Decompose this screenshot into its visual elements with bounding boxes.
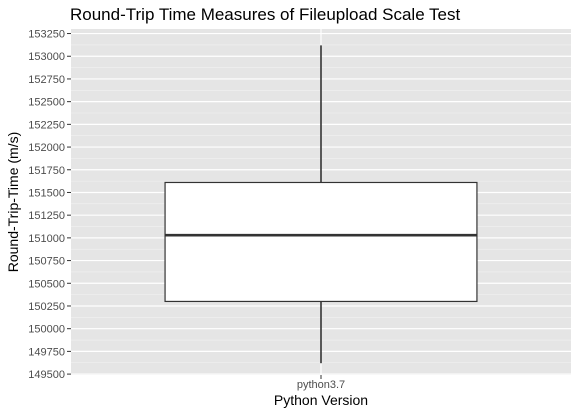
y-tick-label: 152750	[28, 74, 65, 86]
y-tick-label: 150000	[28, 324, 65, 336]
y-tick-label: 150250	[28, 301, 65, 313]
y-tick-label: 151500	[28, 187, 65, 199]
y-tick-label: 153250	[28, 29, 65, 41]
y-tick-label: 150750	[28, 256, 65, 268]
y-tick-label: 152250	[28, 119, 65, 131]
y-tick-label: 152000	[28, 142, 65, 154]
y-tick-label: 151000	[28, 233, 65, 245]
x-axis-title: Python Version	[274, 392, 368, 408]
y-tick-label: 149500	[28, 369, 65, 381]
y-tick-label: 151750	[28, 165, 65, 177]
x-axis: python3.7	[297, 375, 345, 391]
y-tick-label: 152500	[28, 97, 65, 109]
boxes	[164, 45, 478, 364]
y-tick-label: 151250	[28, 210, 65, 222]
box-iqr	[164, 181, 478, 303]
y-tick-label: 150500	[28, 278, 65, 290]
x-tick-label: python3.7	[297, 379, 345, 391]
y-axis: 149500 149750 150000 150250 150500 150750 1510…	[28, 29, 71, 381]
y-tick-label: 149750	[28, 346, 65, 358]
y-tick-label: 153000	[28, 51, 65, 63]
chart-title: Round-Trip Time Measures of Fileupload S…	[70, 5, 461, 24]
y-axis-title: Round-Trip-Time (m/s)	[5, 132, 21, 273]
